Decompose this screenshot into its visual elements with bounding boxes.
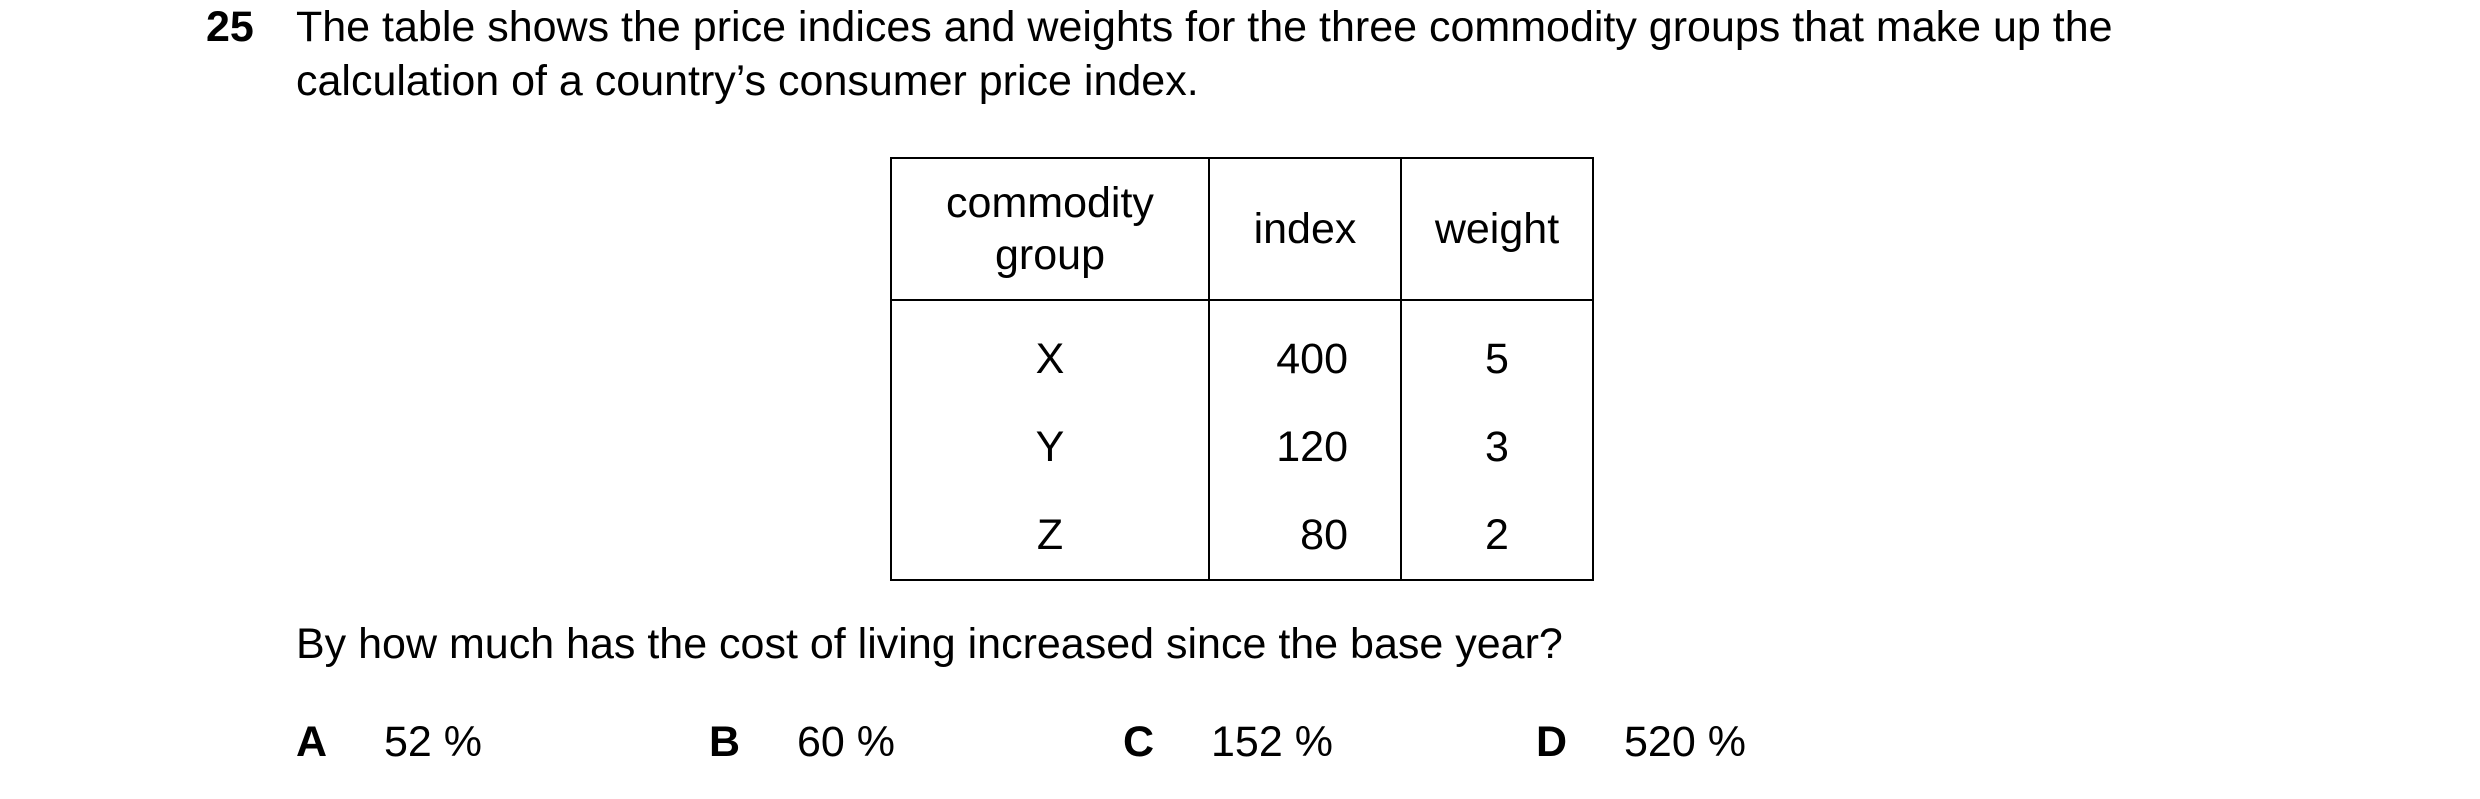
option-d[interactable]: D 520 % <box>1536 715 1746 769</box>
option-b[interactable]: B 60 % <box>709 715 895 769</box>
cell-group: Z <box>890 491 1210 581</box>
cell-index: 120 <box>1208 403 1402 491</box>
cell-index: 400 <box>1208 300 1402 403</box>
cell-weight: 5 <box>1400 300 1594 403</box>
option-letter: B <box>709 718 741 766</box>
question-stem: The table shows the price indices and we… <box>296 0 2296 108</box>
option-text: 52 % <box>384 718 483 766</box>
table-row: Z 80 2 <box>890 491 1594 581</box>
option-text: 152 % <box>1211 718 1333 766</box>
header-commodity-group: commodity group <box>890 157 1210 301</box>
cell-group: Y <box>890 403 1210 491</box>
question-prompt: By how much has the cost of living incre… <box>296 620 1563 668</box>
option-letter: C <box>1123 718 1155 766</box>
option-text: 520 % <box>1624 718 1746 766</box>
table-header-row: commodity group index weight <box>890 157 1594 301</box>
header-weight: weight <box>1400 157 1594 301</box>
header-commodity-group-line1: commodity <box>946 179 1154 227</box>
table-row: Y 120 3 <box>890 403 1594 491</box>
question-number: 25 <box>206 3 254 51</box>
question-stem-line: calculation of a country’s consumer pric… <box>296 57 1199 105</box>
option-a[interactable]: A 52 % <box>296 715 482 769</box>
option-letter: D <box>1536 718 1568 766</box>
header-index: index <box>1208 157 1402 301</box>
table-row: X 400 5 <box>890 300 1594 403</box>
header-commodity-group-line2: group <box>995 231 1105 279</box>
price-index-table: commodity group index weight X 400 5 Y 1… <box>890 157 1594 581</box>
option-text: 60 % <box>797 718 896 766</box>
option-letter: A <box>296 718 328 766</box>
cell-weight: 3 <box>1400 403 1594 491</box>
cell-weight: 2 <box>1400 491 1594 581</box>
cell-index: 80 <box>1208 491 1402 581</box>
option-c[interactable]: C 152 % <box>1123 715 1333 769</box>
cell-group: X <box>890 300 1210 403</box>
question-stem-line: The table shows the price indices and we… <box>296 3 2113 51</box>
